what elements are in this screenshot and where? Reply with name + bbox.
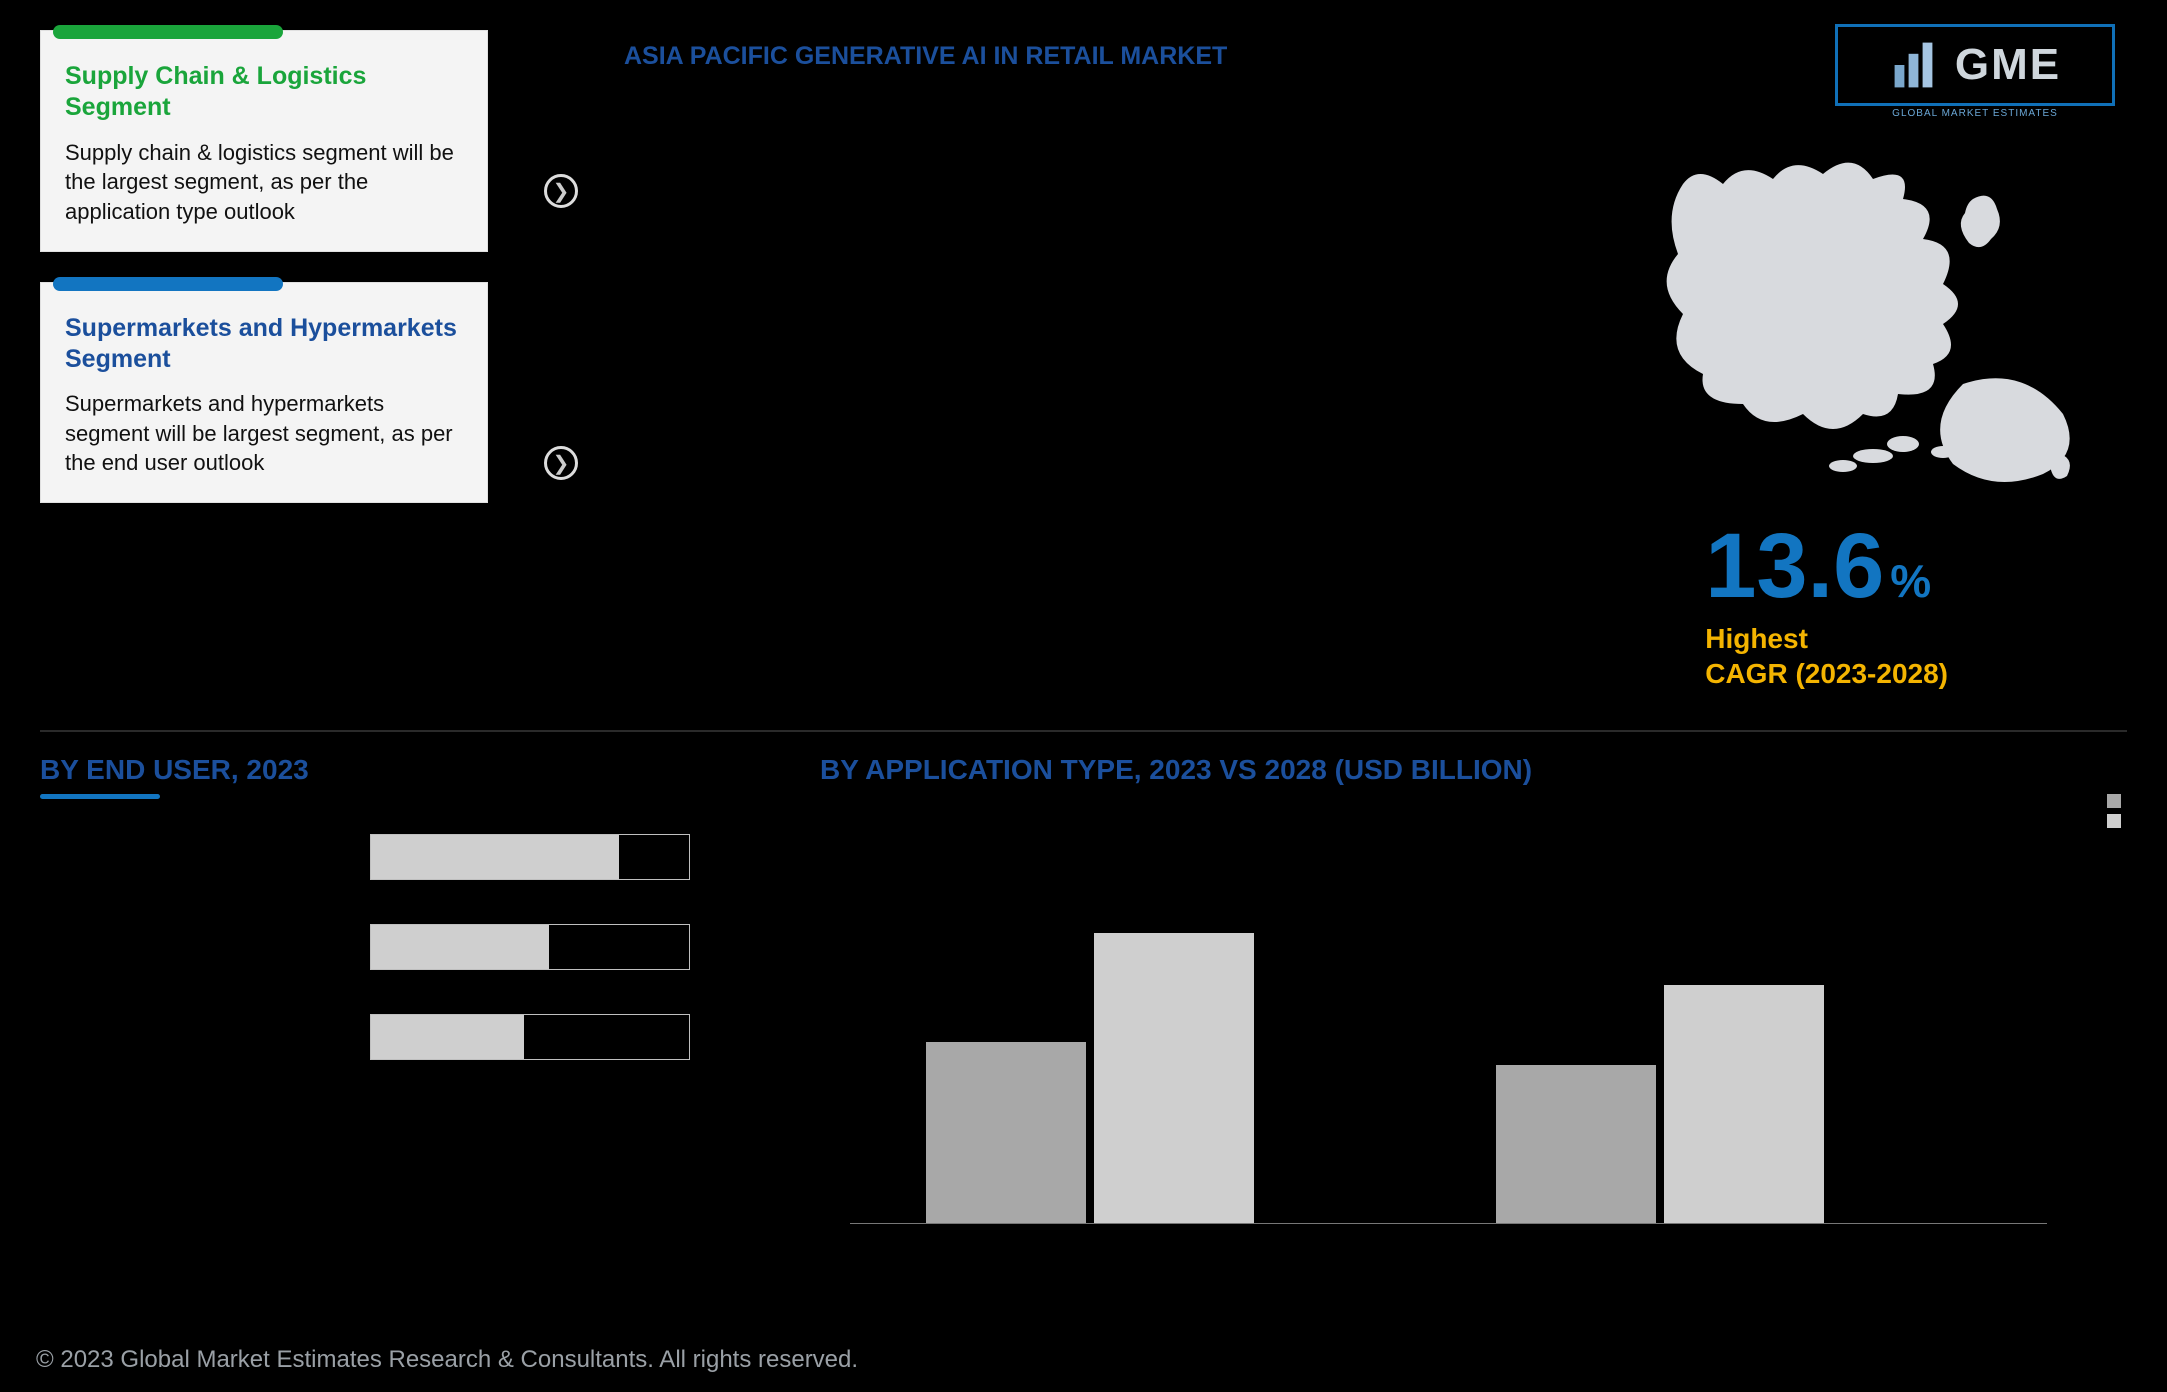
hbar-row: [370, 1014, 730, 1060]
cagr-label-line2: CAGR (2023-2028): [1705, 658, 1948, 689]
hbar-track: [370, 924, 690, 970]
hbar-row: [370, 924, 730, 970]
gme-logo: GME: [1835, 24, 2115, 106]
cagr-label-line1: Highest: [1705, 623, 1808, 654]
cagr-value: 13.6 %: [1705, 514, 1948, 619]
bars-icon: [1889, 37, 1945, 93]
cagr-number-text: 13.6: [1705, 514, 1884, 619]
legend-item: [2107, 794, 2121, 808]
cagr-block: 13.6 % Highest CAGR (2023-2028): [1705, 514, 1948, 691]
insight-card-supermarkets: Supermarkets and Hypermarkets Segment Su…: [40, 282, 488, 504]
logo-text: GME: [1955, 40, 2061, 90]
percent-sign: %: [1890, 554, 1931, 608]
cagr-label: Highest CAGR (2023-2028): [1705, 621, 1948, 691]
logo-subtitle: GLOBAL MARKET ESTIMATES: [1835, 108, 2115, 119]
asia-pacific-map-icon: [1643, 144, 2083, 484]
legend: [2107, 794, 2121, 834]
vbar-2023: [1496, 1065, 1656, 1223]
chart-title: BY APPLICATION TYPE, 2023 VS 2028 (USD B…: [820, 754, 2127, 786]
hbar-track: [370, 834, 690, 880]
chart-title-underline: [40, 794, 160, 799]
chevron-right-icon: [544, 174, 578, 208]
chart-title: BY END USER, 2023: [40, 754, 820, 786]
section-divider: [40, 730, 2127, 732]
vbar-2028: [1094, 933, 1254, 1223]
market-title: ASIA PACIFIC GENERATIVE AI IN RETAIL MAR…: [624, 42, 1227, 71]
end-user-chart: BY END USER, 2023: [40, 754, 820, 1294]
legend-item: [2107, 814, 2121, 828]
card-title: Supermarkets and Hypermarkets Segment: [65, 313, 463, 376]
vbar-area: [850, 834, 2047, 1224]
top-row: Supply Chain & Logistics Segment Supply …: [24, 14, 2143, 734]
card-accent-bar: [53, 277, 283, 291]
chevron-right-icon: [544, 446, 578, 480]
application-type-chart: BY APPLICATION TYPE, 2023 VS 2028 (USD B…: [820, 754, 2127, 1294]
insight-card-supply-chain: Supply Chain & Logistics Segment Supply …: [40, 30, 488, 252]
legend-swatch: [2107, 794, 2121, 808]
vbar-2028: [1664, 985, 1824, 1223]
hbar-fill: [371, 925, 549, 969]
insight-cards-column: Supply Chain & Logistics Segment Supply …: [40, 30, 488, 533]
vbar-group: [920, 933, 1260, 1223]
card-body: Supply chain & logistics segment will be…: [65, 138, 463, 227]
hbar-fill: [371, 1015, 524, 1059]
card-body: Supermarkets and hypermarkets segment wi…: [65, 389, 463, 478]
legend-swatch: [2107, 814, 2121, 828]
vbar-2023: [926, 1042, 1086, 1224]
card-title: Supply Chain & Logistics Segment: [65, 61, 463, 124]
charts-row: BY END USER, 2023: [40, 754, 2127, 1294]
copyright-text: © 2023 Global Market Estimates Research …: [36, 1346, 858, 1374]
card-accent-bar: [53, 25, 283, 39]
infographic-canvas: Supply Chain & Logistics Segment Supply …: [24, 14, 2143, 1378]
hbar-area: [370, 834, 730, 1104]
vbar-group: [1490, 985, 1830, 1223]
hbar-track: [370, 1014, 690, 1060]
hbar-row: [370, 834, 730, 880]
hbar-fill: [371, 835, 619, 879]
